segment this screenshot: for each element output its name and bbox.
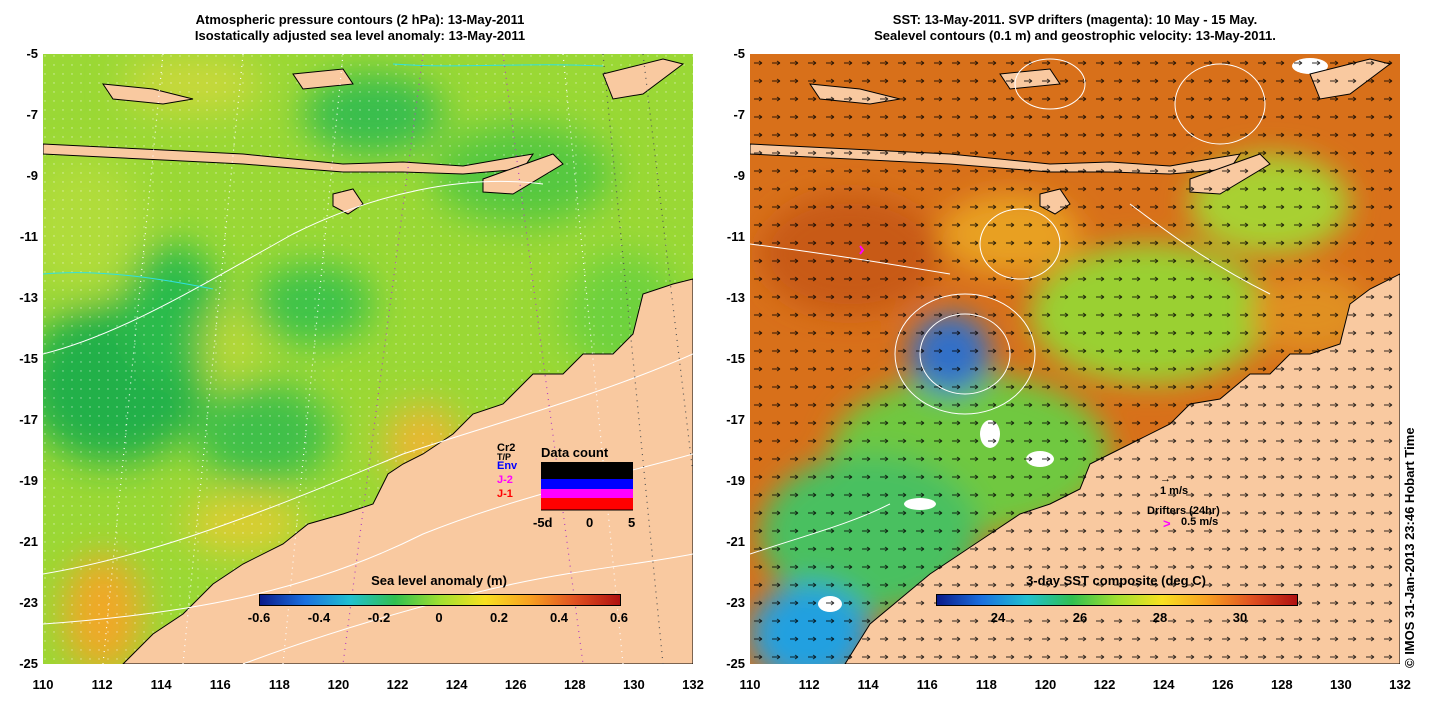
y-tick-label: -13 [19,290,38,305]
velocity-scale-label: 1 m/s [1160,485,1189,497]
x-tick-label: 118 [975,677,997,692]
y-tick-label: -9 [26,168,38,183]
y-tick-label: -5 [26,46,38,61]
y-tick-label: -11 [19,229,38,244]
x-tick-label: 130 [1330,677,1352,692]
left-title-line1: Atmospheric pressure contours (2 hPa): 1… [195,12,525,27]
y-tick-label: -23 [726,595,745,610]
velocity-scale-arrow: → [1160,473,1171,485]
right-title-line1: SST: 13-May-2011. SVP drifters (magenta)… [892,12,1258,27]
sst-colorbar-tick: 26 [1072,610,1088,625]
y-tick-label: -13 [726,290,745,305]
y-tick-label: -5 [733,46,745,61]
data-count-xtick-0: 0 [586,515,594,530]
sst-colorbar-title: 3-day SST composite (deg C) [1026,573,1206,588]
left-title-line2: Isostatically adjusted sea level anomaly… [194,28,526,43]
y-tick-label: -15 [19,351,38,366]
x-tick-label: 132 [1389,677,1411,692]
mission-label-j2: J-2 [497,474,513,486]
sea-level-anomaly-map[interactable] [43,54,693,664]
x-tick-label: 120 [1034,677,1057,692]
sla-colorbar-tick: 0.6 [609,610,629,625]
left-map-title: Atmospheric pressure contours (2 hPa): 1… [10,12,710,44]
x-tick-label: 124 [1152,677,1175,692]
x-tick-label: 118 [268,677,290,692]
y-tick-label: -17 [726,412,745,427]
y-tick-label: -9 [733,168,745,183]
x-tick-label: 122 [386,677,409,692]
x-tick-label: 112 [798,677,820,692]
x-tick-label: 112 [91,677,113,692]
x-tick-label: 130 [623,677,645,692]
sst-colorbar-tick: 30 [1232,610,1248,625]
y-tick-label: -7 [26,107,38,122]
x-tick-label: 114 [857,677,879,692]
x-tick-label: 110 [739,677,761,692]
drifter-marker-icon: > [1163,516,1171,531]
right-title-line2: Sealevel contours (0.1 m) and geostrophi… [874,28,1276,43]
y-tick-label: -7 [733,107,745,122]
sla-colorbar [259,594,621,606]
y-tick-label: -25 [726,656,745,671]
x-tick-label: 132 [682,677,704,692]
y-tick-label: -15 [726,351,745,366]
data-count-title: Data count [541,445,609,460]
drifters-speed: 0.5 m/s [1181,516,1219,528]
sla-colorbar-tick: -0.6 [247,610,271,625]
y-tick-label: -19 [726,473,745,488]
y-tick-label: -23 [19,595,38,610]
x-tick-label: 122 [1093,677,1116,692]
x-tick-label: 128 [563,677,586,692]
mission-label-j1: J-1 [497,488,513,500]
y-tick-label: -17 [19,412,38,427]
data-count-inset [541,462,633,511]
y-tick-label: -21 [726,534,745,549]
sla-colorbar-tick: 0 [435,610,443,625]
mission-label-cr2: Cr2 [497,442,516,454]
drifters-label: Drifters (24hr) [1147,505,1220,517]
sst-colorbar-tick: 28 [1152,610,1168,625]
x-tick-label: 128 [1270,677,1293,692]
x-tick-label: 116 [916,677,938,692]
right-map-title: SST: 13-May-2011. SVP drifters (magenta)… [725,12,1425,44]
mission-label-tp: T/P [497,452,512,462]
x-tick-label: 110 [32,677,54,692]
sla-colorbar-tick: 0.2 [489,610,509,625]
x-tick-label: 124 [445,677,468,692]
sst-colorbar-tick: 24 [990,610,1006,625]
x-tick-label: 116 [209,677,231,692]
sst-map[interactable] [750,54,1400,664]
mission-label-env: Env [497,460,518,472]
x-tick-label: 126 [1211,677,1234,692]
x-tick-label: 114 [150,677,172,692]
imos-credit: © IMOS 31-Jan-2013 23:46 Hobart Time [1402,427,1417,668]
y-tick-label: -19 [19,473,38,488]
y-tick-label: -21 [19,534,38,549]
x-tick-label: 120 [327,677,350,692]
sla-colorbar-tick: -0.4 [307,610,331,625]
sla-colorbar-tick: 0.4 [549,610,569,625]
sla-colorbar-tick: -0.2 [367,610,391,625]
x-tick-label: 126 [504,677,527,692]
data-count-xtick-neg5: -5d [533,515,553,530]
y-tick-label: -25 [19,656,38,671]
data-count-xtick-5: 5 [628,515,636,530]
y-tick-label: -11 [726,229,745,244]
sla-colorbar-title: Sea level anomaly (m) [371,573,507,588]
sst-colorbar [936,594,1298,606]
